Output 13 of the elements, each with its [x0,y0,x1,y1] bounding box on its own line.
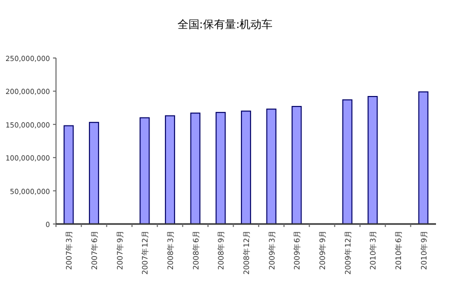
bar [266,108,276,224]
bar [342,99,352,224]
bar [418,91,428,224]
bar [240,110,252,224]
bar [368,96,378,224]
bar [292,106,302,224]
chart-title: 全国:保有量:机动车 [177,18,273,31]
bar [140,117,150,224]
bar [164,115,176,224]
bar [216,112,226,224]
bar [64,125,74,224]
bar [190,112,200,224]
bar [88,122,100,224]
